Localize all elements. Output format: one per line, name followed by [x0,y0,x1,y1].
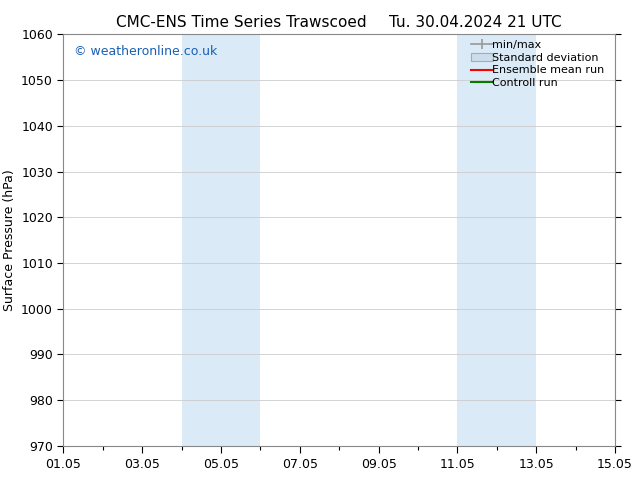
Legend: min/max, Standard deviation, Ensemble mean run, Controll run: min/max, Standard deviation, Ensemble me… [469,38,612,91]
Bar [181,34,261,446]
Text: Tu. 30.04.2024 21 UTC: Tu. 30.04.2024 21 UTC [389,15,562,30]
Text: CMC-ENS Time Series Trawscoed: CMC-ENS Time Series Trawscoed [115,15,366,30]
Y-axis label: Surface Pressure (hPa): Surface Pressure (hPa) [3,169,16,311]
Bar [457,34,536,446]
Text: © weatheronline.co.uk: © weatheronline.co.uk [74,45,217,58]
